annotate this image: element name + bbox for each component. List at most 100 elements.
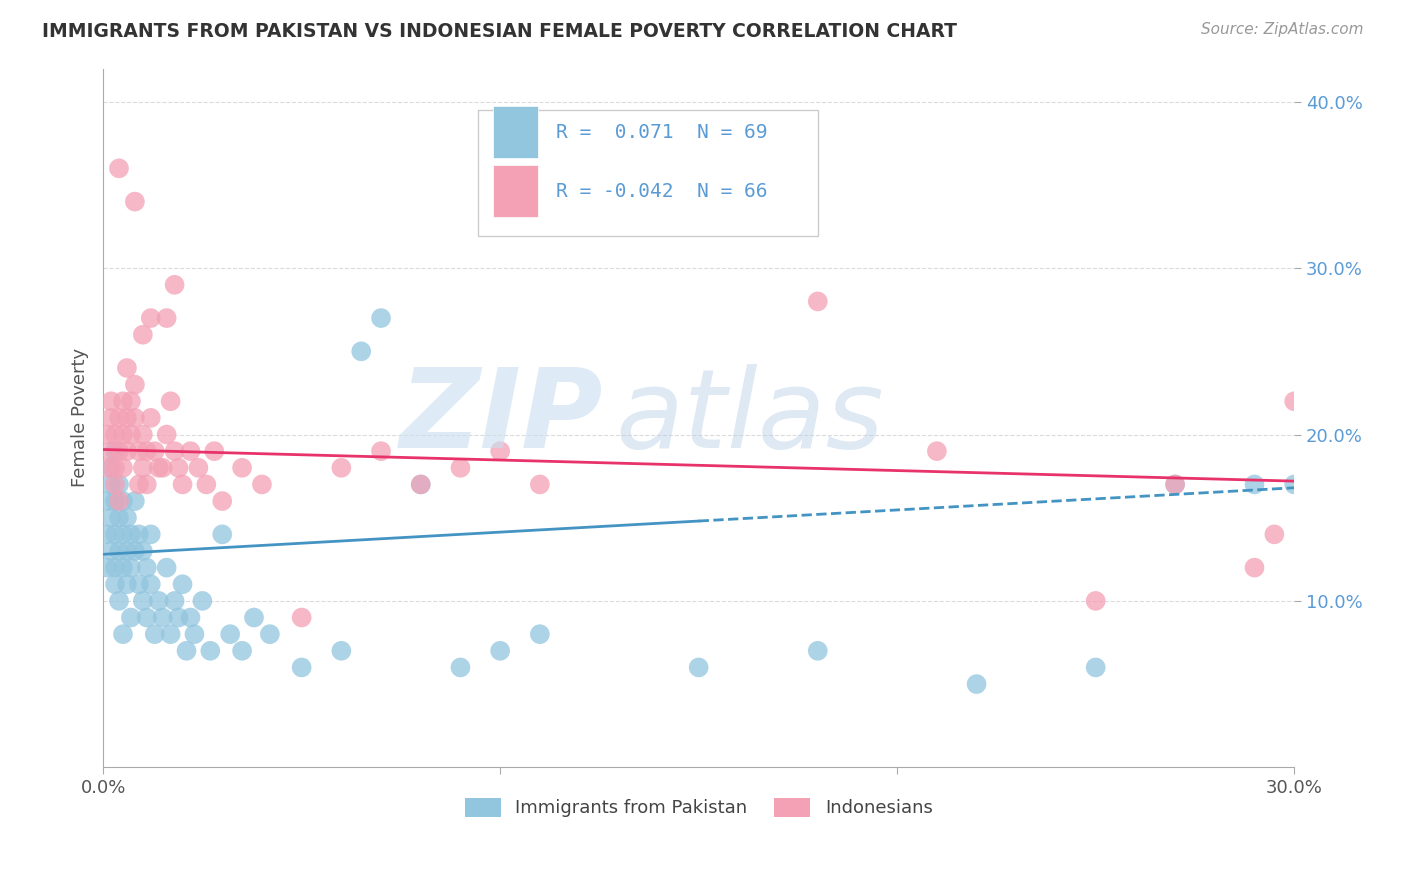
Point (1263, 527, 1285, 541)
Point (139, 577, 162, 591)
Point (330, 644, 353, 658)
Point (489, 644, 512, 658)
Point (195, 477, 218, 491)
Point (108, 161, 131, 176)
Point (1282, 477, 1305, 491)
Point (1282, 394, 1305, 409)
Point (966, 677, 988, 691)
Point (139, 311, 162, 326)
Text: IMMIGRANTS FROM PAKISTAN VS INDONESIAN FEMALE POVERTY CORRELATION CHART: IMMIGRANTS FROM PAKISTAN VS INDONESIAN F… (42, 22, 957, 41)
Point (120, 560, 142, 574)
Point (291, 610, 314, 624)
Point (104, 577, 127, 591)
Point (807, 294, 830, 309)
Point (156, 311, 179, 326)
Point (111, 460, 134, 475)
Point (100, 510, 122, 524)
Point (409, 477, 432, 491)
Point (115, 410, 138, 425)
Point (100, 410, 122, 425)
Point (231, 460, 253, 475)
Point (568, 178, 591, 192)
Point (172, 577, 194, 591)
Point (108, 544, 131, 558)
Point (135, 610, 157, 624)
Point (100, 477, 122, 491)
Text: ZIP: ZIP (399, 365, 603, 471)
Point (124, 377, 146, 392)
Point (143, 444, 166, 458)
Text: Source: ZipAtlas.com: Source: ZipAtlas.com (1201, 22, 1364, 37)
Point (148, 594, 170, 608)
Y-axis label: Female Poverty: Female Poverty (72, 349, 89, 487)
Point (124, 544, 146, 558)
Point (111, 427, 134, 442)
Point (128, 577, 150, 591)
Point (449, 660, 471, 674)
Point (925, 444, 948, 458)
Point (179, 444, 201, 458)
Point (163, 594, 186, 608)
Point (111, 394, 134, 409)
Point (1243, 560, 1265, 574)
Point (115, 544, 138, 558)
Point (104, 477, 127, 491)
Point (132, 544, 155, 558)
Point (1164, 477, 1187, 491)
Point (350, 344, 373, 359)
Legend: Immigrants from Pakistan, Indonesians: Immigrants from Pakistan, Indonesians (457, 791, 941, 824)
Point (104, 560, 127, 574)
FancyBboxPatch shape (492, 106, 538, 158)
Text: R = -0.042  N = 66: R = -0.042 N = 66 (555, 182, 768, 201)
Point (100, 394, 122, 409)
Point (409, 477, 432, 491)
Point (191, 594, 214, 608)
Point (449, 460, 471, 475)
Point (135, 444, 157, 458)
Point (529, 627, 551, 641)
Point (100, 544, 122, 558)
Point (132, 327, 155, 342)
Point (104, 444, 127, 458)
Point (489, 444, 512, 458)
Point (259, 627, 281, 641)
Point (163, 277, 186, 292)
Point (529, 477, 551, 491)
Point (132, 594, 155, 608)
Point (179, 610, 201, 624)
Point (96, 460, 118, 475)
Point (108, 510, 131, 524)
Point (688, 660, 710, 674)
Point (124, 410, 146, 425)
Point (115, 444, 138, 458)
Point (111, 527, 134, 541)
Text: atlas: atlas (616, 365, 884, 471)
Point (120, 610, 142, 624)
Point (115, 510, 138, 524)
Point (688, 145, 710, 159)
Point (1243, 477, 1265, 491)
Point (370, 444, 392, 458)
Point (156, 427, 179, 442)
Point (100, 460, 122, 475)
Point (115, 361, 138, 376)
Point (104, 427, 127, 442)
Point (231, 644, 253, 658)
Point (111, 494, 134, 508)
Point (104, 494, 127, 508)
Point (139, 527, 162, 541)
Point (291, 660, 314, 674)
Point (211, 527, 233, 541)
Point (159, 627, 181, 641)
Point (124, 494, 146, 508)
Point (176, 644, 198, 658)
Point (172, 477, 194, 491)
Point (124, 194, 146, 209)
Point (243, 610, 266, 624)
Point (250, 477, 273, 491)
Point (163, 444, 186, 458)
Point (211, 494, 233, 508)
Point (120, 527, 142, 541)
Point (200, 644, 222, 658)
Point (96, 494, 118, 508)
